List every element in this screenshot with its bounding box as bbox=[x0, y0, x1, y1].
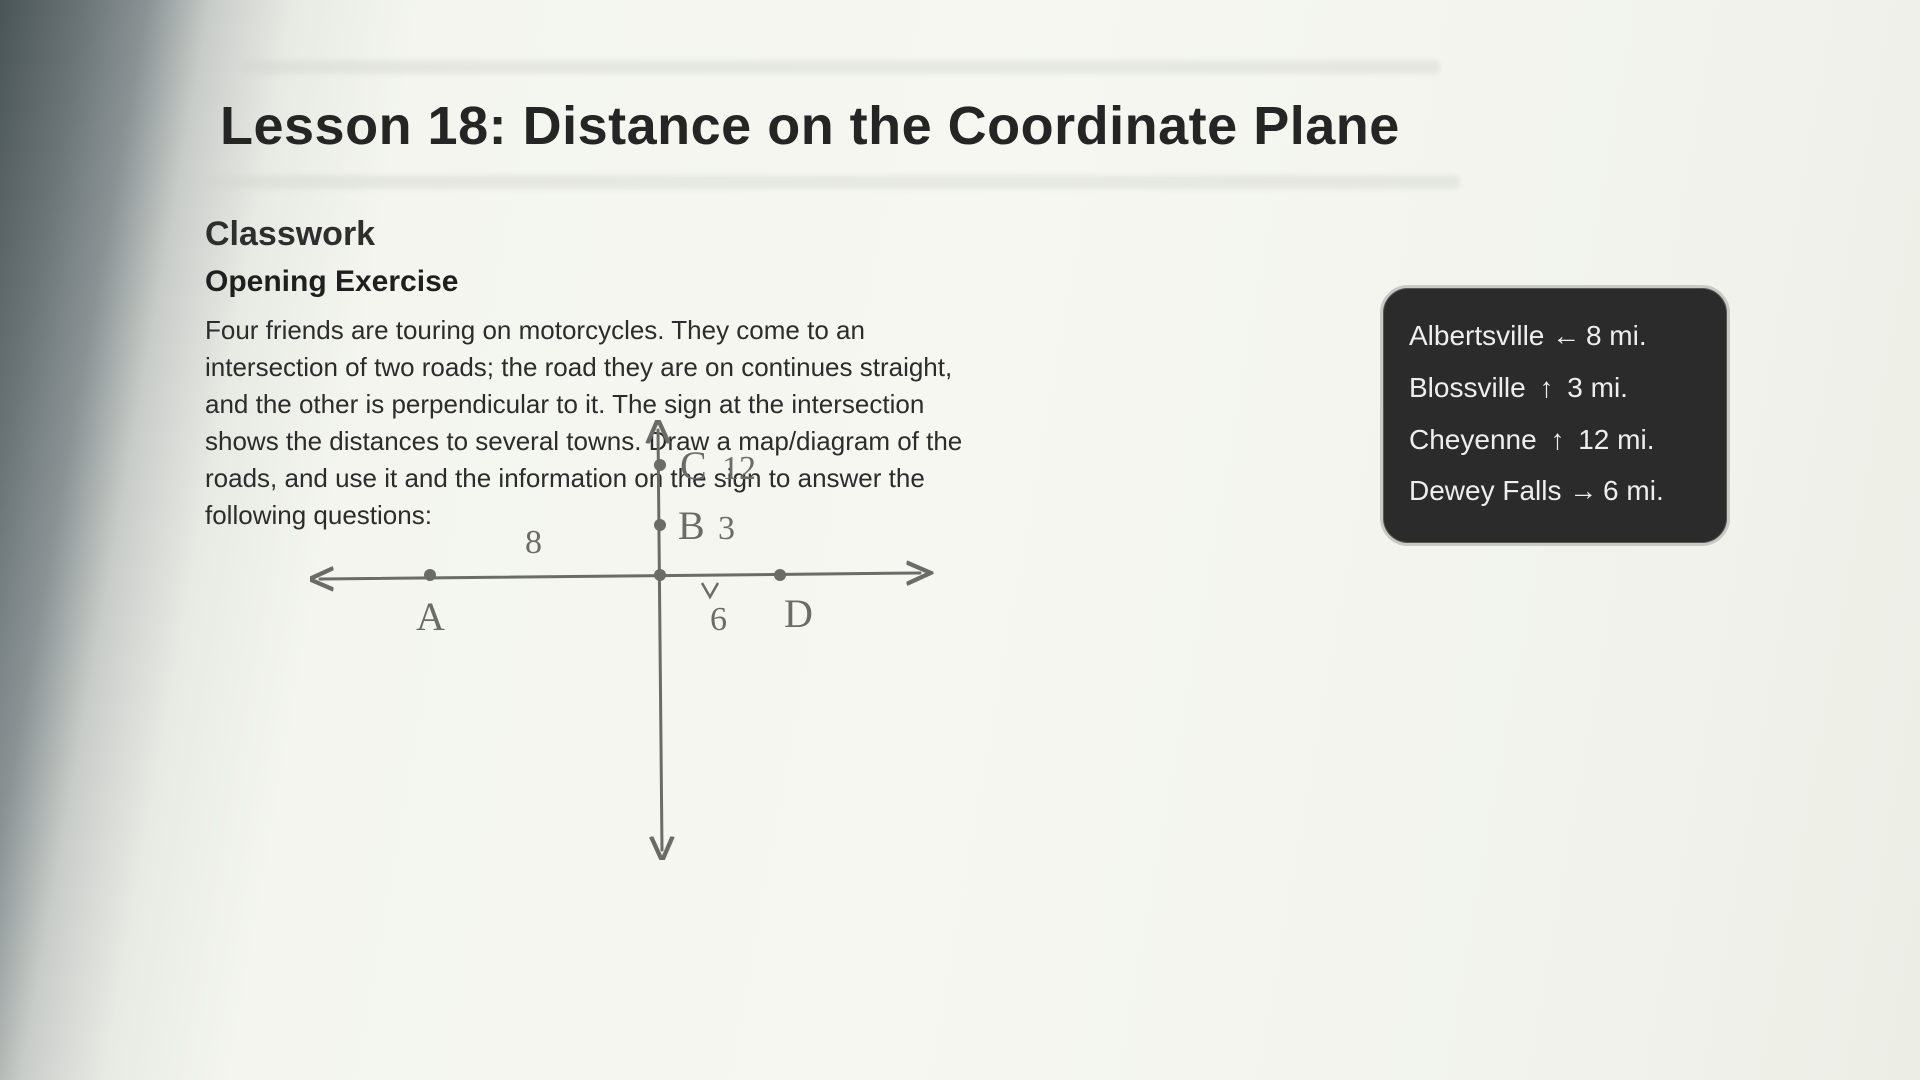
arrow-left-icon: ← bbox=[1552, 310, 1578, 362]
svg-text:B: B bbox=[678, 503, 705, 548]
sign-distance: 3 mi. bbox=[1567, 372, 1628, 403]
svg-text:C: C bbox=[680, 443, 707, 488]
svg-text:3: 3 bbox=[718, 510, 735, 547]
ghost-line bbox=[200, 175, 1460, 189]
sign-town: Blossville bbox=[1409, 372, 1526, 403]
svg-text:12: 12 bbox=[722, 450, 756, 487]
svg-text:D: D bbox=[784, 591, 813, 636]
sign-town: Dewey Falls bbox=[1409, 475, 1561, 506]
svg-text:8: 8 bbox=[525, 524, 542, 561]
sign-town: Albertsville bbox=[1409, 320, 1544, 351]
sign-item: Blossville ↑ 3 mi. bbox=[1409, 362, 1701, 414]
subsection-heading: Opening Exercise bbox=[205, 265, 458, 299]
sign-item: Cheyenne ↑ 12 mi. bbox=[1409, 414, 1701, 466]
sign-item: Dewey Falls → 6 mi. bbox=[1409, 465, 1701, 517]
section-heading: Classwork bbox=[205, 215, 375, 254]
svg-text:A: A bbox=[416, 594, 445, 639]
ghost-line bbox=[240, 60, 1440, 74]
sign-distance: 6 mi. bbox=[1603, 475, 1664, 506]
sign-distance: 12 mi. bbox=[1578, 424, 1654, 455]
hand-drawn-diagram: A 8 B3C 12 D 6 bbox=[310, 420, 950, 860]
arrow-up-icon: ↑ bbox=[1533, 362, 1559, 414]
road-sign: Albertsville ← 8 mi. Blossville ↑ 3 mi. … bbox=[1380, 285, 1730, 546]
lesson-title: Lesson 18: Distance on the Coordinate Pl… bbox=[220, 95, 1400, 157]
worksheet-page: Lesson 18: Distance on the Coordinate Pl… bbox=[0, 0, 1920, 1080]
arrow-right-icon: → bbox=[1569, 465, 1595, 517]
sign-town: Cheyenne bbox=[1409, 424, 1537, 455]
sign-item: Albertsville ← 8 mi. bbox=[1409, 310, 1701, 362]
arrow-up-icon: ↑ bbox=[1544, 414, 1570, 466]
svg-text:6: 6 bbox=[710, 601, 727, 638]
sign-distance: 8 mi. bbox=[1586, 320, 1647, 351]
